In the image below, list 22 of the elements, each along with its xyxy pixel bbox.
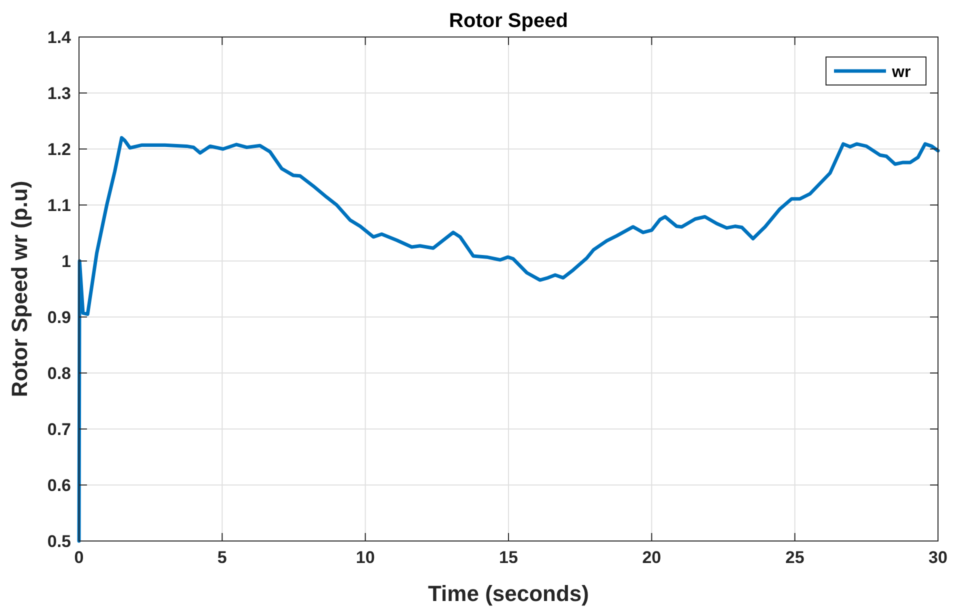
- y-tick-label: 0.9: [47, 308, 71, 327]
- y-tick-label: 1.1: [47, 196, 71, 215]
- chart-title: Rotor Speed: [449, 10, 568, 32]
- legend-label: wr: [891, 64, 911, 81]
- y-tick-label: 0.7: [47, 420, 71, 439]
- line-series: [77, 136, 940, 543]
- y-tick-label: 0.6: [47, 476, 71, 495]
- x-tick-label: 10: [356, 548, 375, 567]
- y-tick-label: 0.8: [47, 364, 71, 383]
- y-tick-label: 1.4: [47, 28, 72, 47]
- y-tick-label: 1: [62, 252, 71, 271]
- x-axis-title: Time (seconds): [428, 581, 589, 606]
- x-tick-label: 25: [785, 548, 804, 567]
- x-tick-label: 0: [74, 548, 84, 567]
- y-tick-label: 0.5: [47, 532, 71, 551]
- y-tick-label: 1.3: [47, 84, 71, 103]
- x-tick-label: 5: [217, 548, 227, 567]
- x-tick-label: 20: [642, 548, 662, 567]
- x-tick-label: 30: [928, 548, 948, 567]
- y-axis-title: Rotor Speed wr (p.u): [7, 180, 32, 398]
- x-tick-label: 15: [499, 548, 518, 567]
- y-tick-label: 1.2: [47, 140, 71, 159]
